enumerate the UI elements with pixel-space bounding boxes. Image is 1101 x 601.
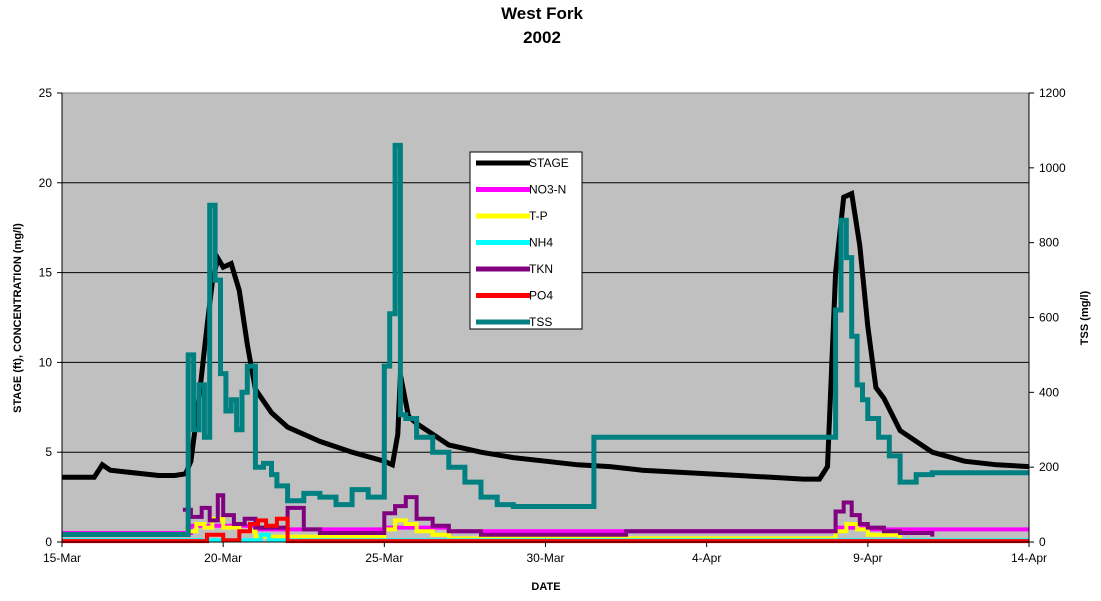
right-tick-label: 200 (1039, 460, 1059, 474)
legend-label: TSS (529, 315, 552, 329)
left-tick-label: 10 (39, 355, 53, 369)
right-y-axis-label: TSS (mg/l) (1079, 290, 1091, 345)
chart-title: West Fork (501, 4, 583, 23)
legend-label: TKN (529, 262, 553, 276)
right-axis-ticks: 0 200 400 600 800 1000 1200 (1029, 86, 1066, 549)
x-axis-label: DATE (531, 581, 560, 593)
right-tick-label: 1000 (1039, 161, 1066, 175)
legend-label: STAGE (529, 156, 569, 170)
series-line-tss (62, 142, 1029, 537)
legend-label: PO4 (529, 289, 553, 303)
left-tick-label: 25 (39, 86, 53, 100)
legend: STAGE NO3-N T-P NH4 TKN PO4 TSS (469, 151, 583, 330)
series-layer (62, 142, 1030, 544)
left-tick-label: 20 (39, 176, 53, 190)
series-line-tkn (182, 493, 935, 537)
x-tick-label: 30-Mar (526, 551, 564, 565)
left-tick-label: 15 (39, 266, 53, 280)
x-tick-label: 14-Apr (1011, 551, 1047, 565)
left-axis-ticks: 0 5 10 15 20 25 (39, 86, 62, 549)
right-tick-label: 600 (1039, 311, 1059, 325)
x-tick-label: 9-Apr (853, 551, 882, 565)
left-y-axis-label: STAGE (ft), CONCENTRATION (mg/l) (12, 223, 24, 413)
chart-subtitle: 2002 (523, 28, 561, 47)
left-tick-label: 5 (45, 445, 52, 459)
legend-label: NO3-N (529, 183, 566, 197)
legend-label: T-P (529, 209, 548, 223)
left-tick-label: 0 (45, 535, 52, 549)
x-tick-label: 25-Mar (365, 551, 403, 565)
right-tick-label: 0 (1039, 535, 1046, 549)
x-tick-label: 20-Mar (204, 551, 242, 565)
legend-label: NH4 (529, 236, 553, 250)
right-tick-label: 400 (1039, 385, 1059, 399)
x-tick-label: 4-Apr (692, 551, 721, 565)
right-tick-label: 1200 (1039, 86, 1066, 100)
right-tick-label: 800 (1039, 236, 1059, 250)
x-tick-label: 15-Mar (43, 551, 81, 565)
series-line-po4 (62, 516, 1029, 544)
x-axis-ticks: 15-Mar 20-Mar 25-Mar 30-Mar 4-Apr 9-Apr 14-Apr (43, 542, 1047, 565)
